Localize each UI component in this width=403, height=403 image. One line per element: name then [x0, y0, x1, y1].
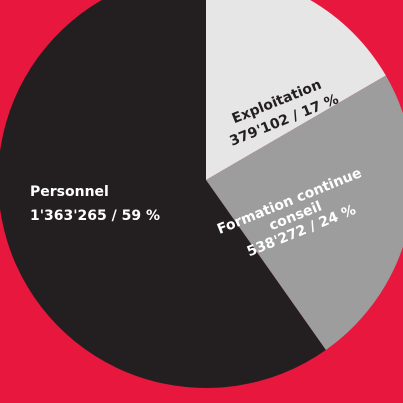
pie-slice-exploitation	[206, 0, 386, 180]
pie-slice-personnel	[0, 0, 326, 388]
pie-slice-formation	[206, 75, 403, 350]
pie-label-personnel: Personnel 1'363'265 / 59 %	[30, 184, 160, 224]
pie-label-line: 1'363'265 / 59 %	[30, 208, 160, 224]
pie-slices	[0, 0, 403, 388]
pie-label-line: Personnel	[30, 184, 109, 200]
